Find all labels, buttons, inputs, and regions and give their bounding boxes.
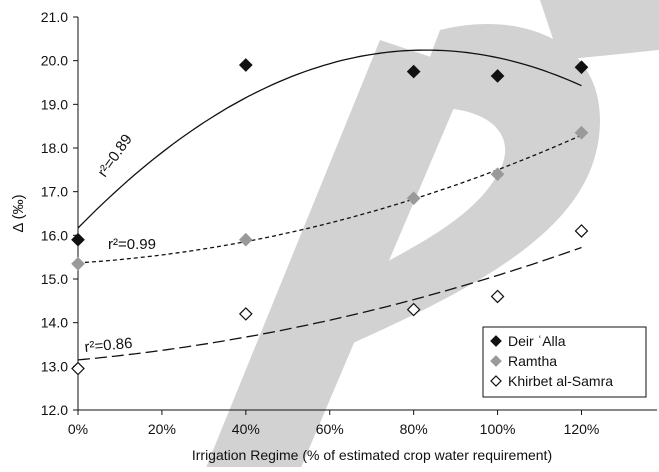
watermark-shape-left (205, 40, 470, 470)
fit-lines (77, 49, 582, 361)
x-tick-label: 40% (232, 421, 260, 437)
data-point-s2-0 (71, 361, 85, 376)
x-tick-label: 0% (68, 421, 88, 437)
legend-label-0: Deir ʿAlla (508, 333, 566, 349)
axes: 12.0 13.0 14.0 15.0 16.0 17.0 18.0 19.0 20.0 21.0… (10, 9, 657, 463)
data-point-s1-4 (574, 125, 589, 140)
watermark (205, 0, 659, 470)
x-tick-label: 100% (480, 421, 516, 437)
y-tick-label: 15.0 (41, 271, 68, 287)
r2-label-2: r²=0.86 (84, 335, 133, 356)
x-axis-label: Irrigation Regime (% of estimated crop w… (192, 447, 552, 463)
legend: Deir ʿAlla Ramtha Khirbet al-Samra (482, 326, 647, 398)
watermark-shape-stroke (540, 0, 659, 60)
data-point-s1-2 (406, 191, 421, 206)
x-tick-label: 80% (400, 421, 428, 437)
y-tick-label: 13.0 (41, 358, 68, 374)
y-axis-label: Δ (‰) (10, 194, 27, 232)
y-tick-label: 19.0 (41, 96, 68, 112)
legend-marker-1 (490, 355, 502, 367)
data-point-s1-0 (71, 256, 85, 271)
data-point-s2-4 (574, 224, 589, 238)
data-point-s2-2 (406, 302, 421, 317)
data-points (71, 58, 589, 376)
x-tick-label: 120% (564, 421, 600, 437)
data-point-s1-1 (238, 232, 253, 247)
r2-annotations: r²=0.89 r²=0.99 r²=0.86 (84, 131, 156, 356)
data-point-s0-4 (574, 60, 589, 75)
data-point-s2-1 (238, 307, 253, 321)
y-tick-label: 21.0 (41, 9, 68, 25)
y-tick-label: 16.0 (41, 227, 68, 243)
fit-line-1 (77, 134, 582, 264)
legend-label-2: Khirbet al-Samra (508, 373, 613, 389)
watermark-shape-right (270, 24, 600, 380)
data-point-s1-3 (490, 167, 505, 182)
r2-label-0: r²=0.89 (94, 131, 135, 180)
data-point-s2-3 (490, 289, 505, 304)
data-point-s0-3 (490, 69, 505, 83)
y-tick-label: 20.0 (41, 53, 68, 69)
legend-box (482, 326, 647, 398)
data-point-s0-2 (406, 64, 421, 79)
legend-label-1: Ramtha (508, 353, 557, 369)
legend-marker-0 (490, 335, 502, 347)
y-tick-label: 12.0 (41, 402, 68, 418)
y-tick-label: 18.0 (41, 140, 68, 156)
data-point-s0-0 (71, 232, 85, 247)
x-tick-label: 60% (316, 421, 344, 437)
fit-line-0 (77, 49, 582, 229)
r2-label-1: r²=0.99 (108, 236, 156, 253)
fit-line-2 (77, 246, 582, 361)
y-tick-label: 17.0 (41, 184, 68, 200)
y-tick-label: 14.0 (41, 315, 68, 331)
data-point-s0-1 (238, 58, 253, 72)
x-tick-label: 20% (148, 421, 176, 437)
legend-marker-2 (490, 375, 502, 387)
